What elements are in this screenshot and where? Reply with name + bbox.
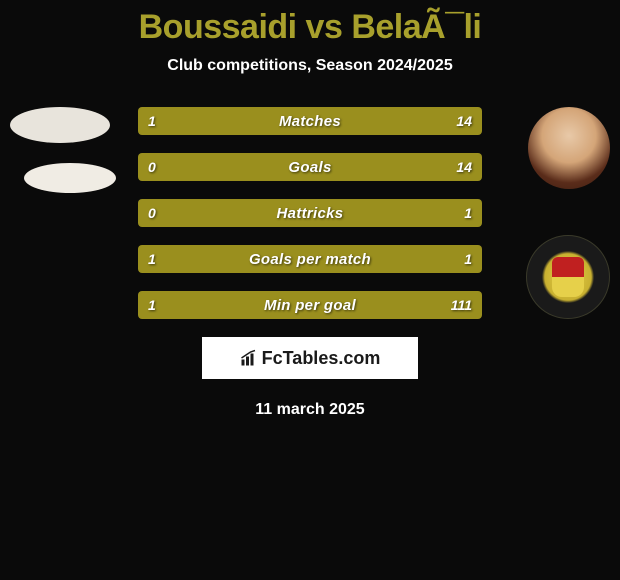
- stat-left-value: 1: [148, 297, 156, 313]
- stat-row-min-per-goal: 1 Min per goal 111: [138, 291, 482, 319]
- stat-left-value: 0: [148, 159, 156, 175]
- stat-left-value: 1: [148, 251, 156, 267]
- stat-right-value: 1: [464, 205, 472, 221]
- stat-label: Goals: [288, 159, 331, 176]
- player-left-secondary: [24, 163, 116, 193]
- page-subtitle: Club competitions, Season 2024/2025: [0, 57, 620, 75]
- stat-left-value: 0: [148, 205, 156, 221]
- stat-right-value: 1: [464, 251, 472, 267]
- stat-left-value: 1: [148, 113, 156, 129]
- stat-right-value: 14: [456, 159, 472, 175]
- stat-label: Matches: [279, 113, 341, 130]
- player-right-photo: [528, 107, 610, 189]
- stat-row-matches: 1 Matches 14: [138, 107, 482, 135]
- stat-right-value: 111: [451, 297, 472, 313]
- brand-text: FcTables.com: [262, 348, 381, 369]
- stat-label: Min per goal: [264, 297, 356, 314]
- date-label: 11 march 2025: [0, 401, 620, 419]
- chart-icon: [240, 349, 258, 367]
- stat-row-goals-per-match: 1 Goals per match 1: [138, 245, 482, 273]
- stat-label: Hattricks: [277, 205, 344, 222]
- club-badge-right: [526, 235, 610, 319]
- shield-icon: [552, 257, 584, 297]
- stat-label: Goals per match: [249, 251, 371, 268]
- brand-box[interactable]: FcTables.com: [202, 337, 418, 379]
- comparison-header: Boussaidi vs BelaÃ¯li Club competitions,…: [0, 0, 620, 75]
- player-left-photo: [10, 107, 110, 143]
- stat-right-value: 14: [456, 113, 472, 129]
- stat-row-hattricks: 0 Hattricks 1: [138, 199, 482, 227]
- stat-row-goals: 0 Goals 14: [138, 153, 482, 181]
- stat-rows: 1 Matches 14 0 Goals 14 0 Hattricks 1 1 …: [138, 107, 482, 319]
- page-title: Boussaidi vs BelaÃ¯li: [0, 8, 620, 47]
- stats-area: 1 Matches 14 0 Goals 14 0 Hattricks 1 1 …: [0, 107, 620, 419]
